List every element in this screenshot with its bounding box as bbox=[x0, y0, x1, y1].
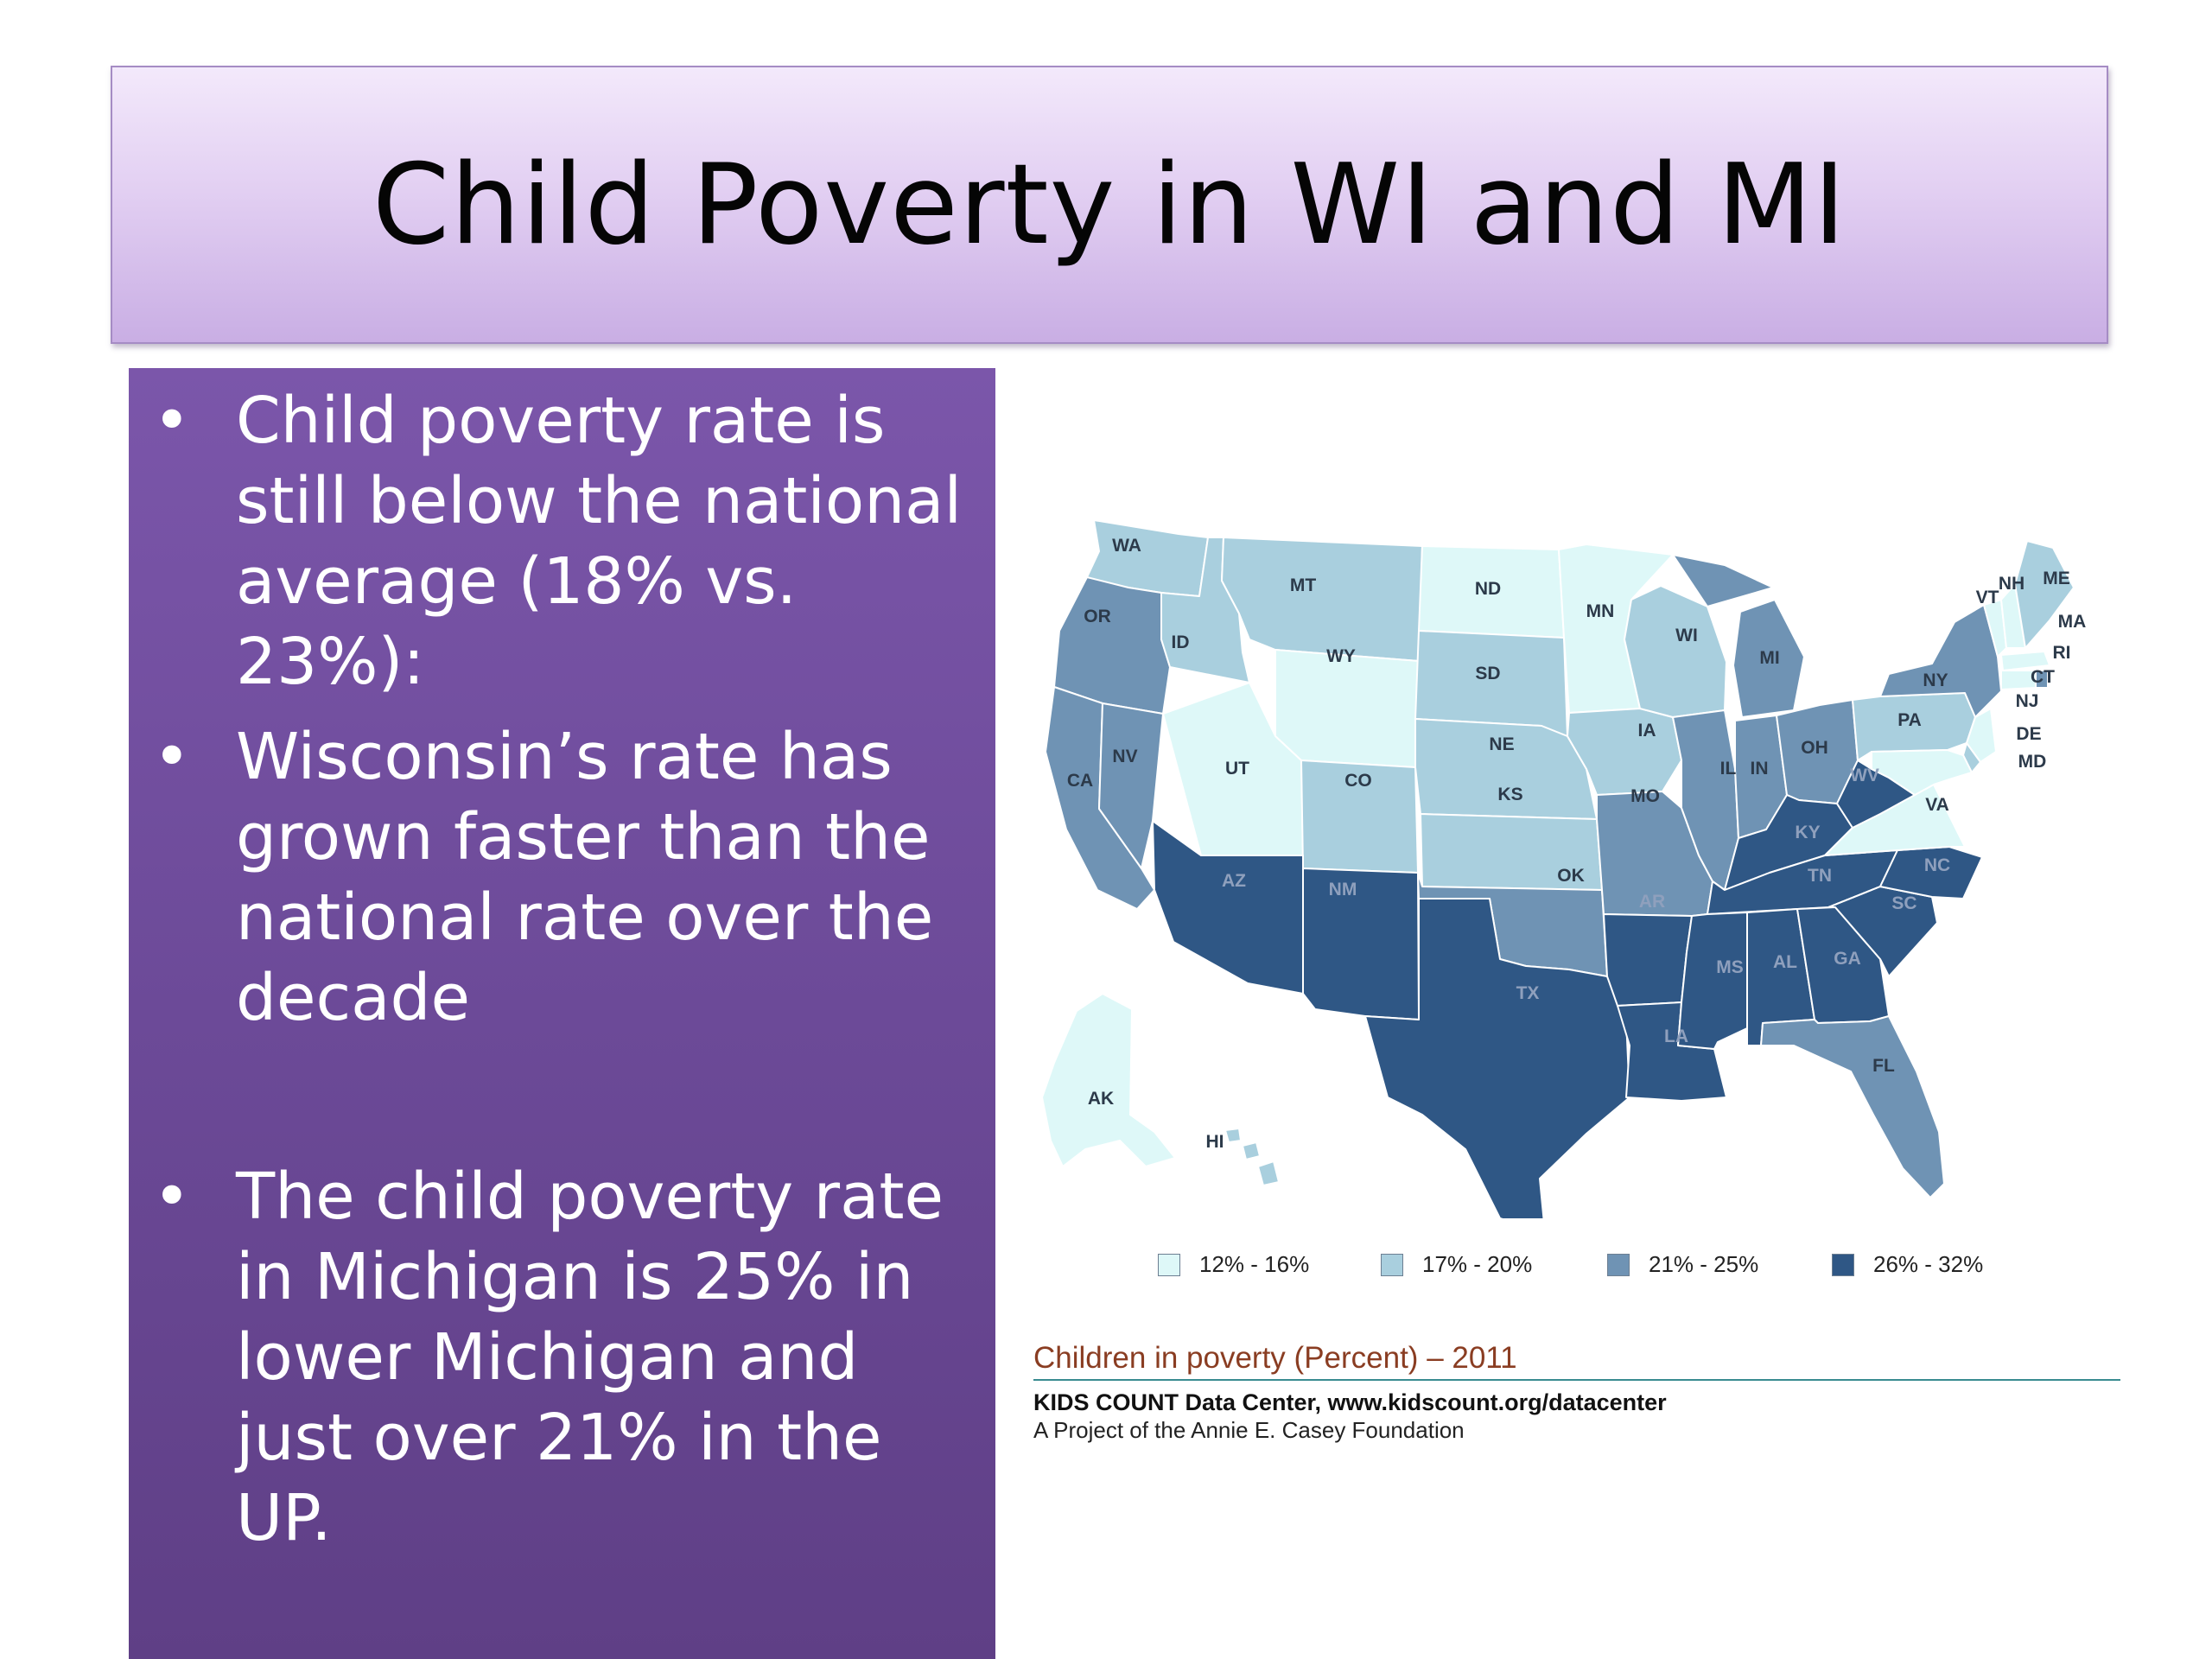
state-NE bbox=[1414, 718, 1598, 820]
state-label-SC: SC bbox=[1891, 893, 1916, 913]
legend-item: 21% - 25% bbox=[1607, 1251, 1758, 1278]
legend-swatch bbox=[1607, 1253, 1630, 1276]
legend-swatch bbox=[1832, 1253, 1854, 1276]
state-label-WY: WY bbox=[1326, 646, 1356, 666]
caption-divider bbox=[1033, 1379, 2120, 1381]
state-label-IL: IL bbox=[1720, 759, 1737, 779]
state-label-WA: WA bbox=[1112, 536, 1141, 556]
state-label-UT: UT bbox=[1225, 759, 1249, 779]
legend-swatch bbox=[1381, 1253, 1403, 1276]
state-label-NM: NM bbox=[1329, 880, 1357, 899]
state-label-HI: HI bbox=[1206, 1132, 1224, 1152]
state-HI bbox=[1224, 1128, 1280, 1186]
bullet-text: The child poverty rate in Michigan is 25… bbox=[236, 1160, 944, 1555]
state-NC bbox=[1827, 846, 1983, 908]
state-MA bbox=[2000, 651, 2050, 671]
state-label-CA: CA bbox=[1067, 771, 1093, 791]
state-FL bbox=[1760, 1015, 1945, 1198]
legend-swatch bbox=[1158, 1253, 1180, 1276]
state-label-MO: MO bbox=[1630, 786, 1660, 806]
state-MS bbox=[1677, 912, 1748, 1050]
state-label-AL: AL bbox=[1773, 952, 1797, 972]
state-label-ND: ND bbox=[1475, 579, 1501, 599]
state-label-ME: ME bbox=[2043, 569, 2070, 588]
state-label-CO: CO bbox=[1344, 771, 1372, 791]
state-label-TN: TN bbox=[1808, 866, 1832, 886]
legend-label: 12% - 16% bbox=[1199, 1251, 1310, 1277]
bullet-text: Wisconsin’s rate has grown faster than t… bbox=[236, 720, 934, 1035]
state-label-MN: MN bbox=[1586, 601, 1615, 621]
state-label-AR: AR bbox=[1639, 892, 1665, 912]
bullet-text: Child poverty rate is still below the na… bbox=[236, 384, 963, 699]
state-label-FL: FL bbox=[1872, 1056, 1895, 1076]
state-MD bbox=[1871, 749, 1973, 796]
state-label-WV: WV bbox=[1850, 766, 1879, 785]
state-label-IN: IN bbox=[1751, 759, 1769, 779]
map-caption-title: Children in poverty (Percent) – 2011 bbox=[1033, 1341, 1517, 1375]
state-label-OR: OR bbox=[1084, 607, 1111, 626]
state-OR bbox=[1053, 576, 1171, 715]
state-AK bbox=[1041, 993, 1176, 1167]
state-label-MD: MD bbox=[2018, 752, 2047, 772]
state-TX bbox=[1364, 898, 1630, 1218]
state-label-CT: CT bbox=[2031, 667, 2055, 687]
state-label-NJ: NJ bbox=[2016, 691, 2039, 711]
state-label-NV: NV bbox=[1112, 747, 1137, 766]
state-label-TX: TX bbox=[1516, 983, 1540, 1003]
state-label-VA: VA bbox=[1925, 795, 1949, 815]
state-MI bbox=[1672, 554, 1805, 718]
state-label-LA: LA bbox=[1664, 1027, 1688, 1046]
state-label-OH: OH bbox=[1801, 738, 1828, 758]
title-banner: Child Poverty in WI and MI bbox=[111, 66, 2108, 344]
state-label-MS: MS bbox=[1716, 957, 1744, 977]
state-label-MI: MI bbox=[1759, 648, 1779, 668]
state-label-RI: RI bbox=[2053, 643, 2071, 663]
state-NM bbox=[1302, 868, 1420, 1020]
state-label-WI: WI bbox=[1675, 626, 1698, 645]
state-WY bbox=[1274, 649, 1420, 768]
state-label-AZ: AZ bbox=[1222, 871, 1246, 891]
bullet-panel: • Child poverty rate is still below the … bbox=[129, 368, 995, 1659]
slide-title: Child Poverty in WI and MI bbox=[372, 140, 1847, 270]
legend-item: 12% - 16% bbox=[1158, 1251, 1309, 1278]
state-label-KY: KY bbox=[1795, 823, 1820, 842]
state-CT bbox=[2000, 670, 2037, 690]
state-label-NE: NE bbox=[1489, 734, 1514, 754]
state-label-KS: KS bbox=[1497, 785, 1522, 804]
bullet-marker: • bbox=[153, 1160, 191, 1234]
state-label-MT: MT bbox=[1290, 575, 1316, 595]
state-label-NH: NH bbox=[1999, 574, 2024, 594]
state-label-NY: NY bbox=[1923, 671, 1948, 690]
bullet-marker: • bbox=[153, 384, 191, 458]
state-label-MA: MA bbox=[2058, 612, 2087, 632]
map-organization: A Project of the Annie E. Casey Foundati… bbox=[1033, 1417, 1465, 1443]
state-label-DE: DE bbox=[2016, 724, 2041, 744]
state-label-SD: SD bbox=[1475, 664, 1500, 683]
legend-label: 17% - 20% bbox=[1422, 1251, 1533, 1277]
state-label-ID: ID bbox=[1172, 632, 1190, 652]
state-label-GA: GA bbox=[1834, 949, 1861, 969]
map-graphic: WA OR CA NV ID MT WY UT CO AZ NM ND SD NE KS OK TX MN IA MO… bbox=[1041, 519, 2087, 1218]
us-poverty-map: WA OR CA NV ID MT WY UT CO AZ NM ND SD NE KS OK TX MN IA MO… bbox=[1016, 510, 2148, 1218]
state-MT bbox=[1221, 537, 1423, 662]
state-label-PA: PA bbox=[1897, 710, 1922, 730]
state-NV bbox=[1098, 702, 1164, 869]
legend-label: 26% - 32% bbox=[1873, 1251, 1984, 1277]
state-label-VT: VT bbox=[1976, 588, 1999, 607]
legend-item: 26% - 32% bbox=[1832, 1251, 1983, 1278]
legend-item: 17% - 20% bbox=[1381, 1251, 1532, 1278]
state-label-IA: IA bbox=[1638, 721, 1656, 741]
state-label-NC: NC bbox=[1924, 855, 1950, 875]
state-NJ bbox=[1966, 708, 1997, 763]
state-AR bbox=[1603, 913, 1693, 1007]
state-AZ bbox=[1152, 820, 1304, 995]
state-label-AK: AK bbox=[1088, 1089, 1114, 1109]
state-ID bbox=[1160, 537, 1250, 683]
map-source: KIDS COUNT Data Center, www.kidscount.or… bbox=[1033, 1389, 1667, 1415]
bullet-marker: • bbox=[153, 720, 191, 794]
state-ME bbox=[2014, 540, 2075, 649]
legend-label: 21% - 25% bbox=[1649, 1251, 1759, 1277]
state-label-OK: OK bbox=[1557, 866, 1585, 886]
